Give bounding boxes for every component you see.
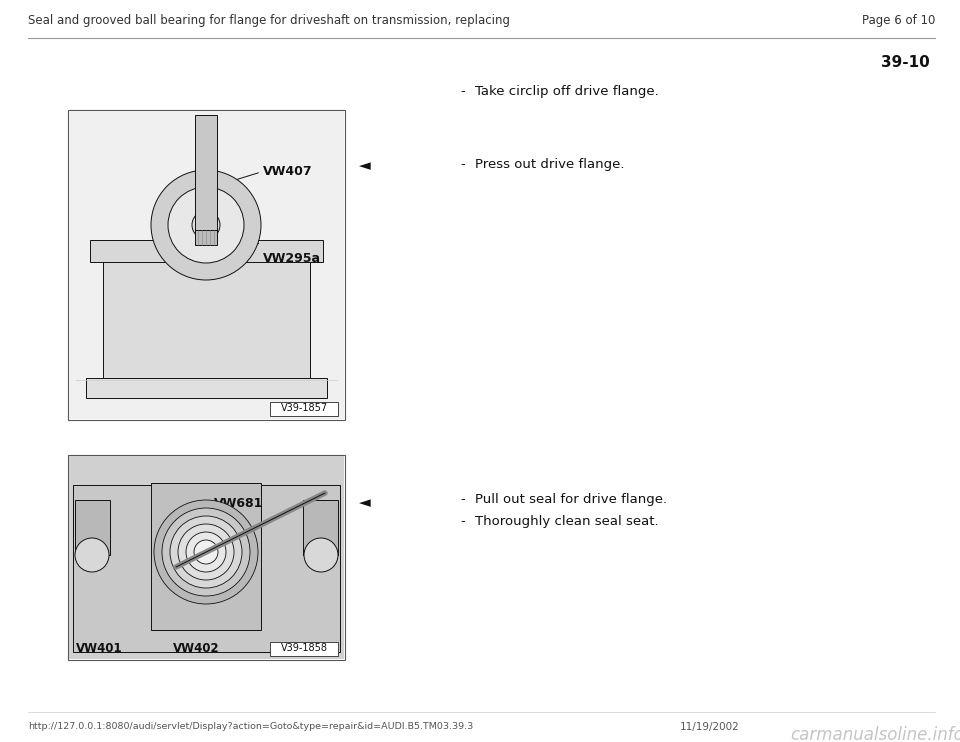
Text: -: - xyxy=(460,515,465,528)
Text: Pull out seal for drive flange.: Pull out seal for drive flange. xyxy=(475,493,667,506)
Text: ◄: ◄ xyxy=(359,495,371,510)
Text: V39-1857: V39-1857 xyxy=(280,403,327,413)
Text: VW401: VW401 xyxy=(76,642,123,655)
Bar xyxy=(69,456,344,659)
Text: VW402: VW402 xyxy=(173,642,220,655)
Circle shape xyxy=(168,187,244,263)
Bar xyxy=(151,483,261,630)
Bar xyxy=(90,240,323,262)
Circle shape xyxy=(178,524,234,580)
Text: 39-10: 39-10 xyxy=(881,55,930,70)
Text: -: - xyxy=(460,493,465,506)
Circle shape xyxy=(304,538,338,572)
Text: Thoroughly clean seal seat.: Thoroughly clean seal seat. xyxy=(475,515,659,528)
Text: carmanualsoline.info: carmanualsoline.info xyxy=(790,726,960,742)
Circle shape xyxy=(186,532,226,572)
Text: V39-1858: V39-1858 xyxy=(280,643,327,653)
Text: 11/19/2002: 11/19/2002 xyxy=(680,722,740,732)
Bar xyxy=(270,642,338,656)
Circle shape xyxy=(154,500,258,604)
Circle shape xyxy=(75,538,109,572)
Bar xyxy=(75,500,110,555)
Bar xyxy=(195,115,217,230)
Text: ◄: ◄ xyxy=(359,158,371,173)
Bar xyxy=(68,455,345,660)
Bar xyxy=(86,378,327,398)
Bar xyxy=(196,213,216,235)
Circle shape xyxy=(192,211,220,239)
Text: Page 6 of 10: Page 6 of 10 xyxy=(862,14,935,27)
Bar xyxy=(73,485,340,652)
Text: http://127.0.0.1:8080/audi/servlet/Display?action=Goto&type=repair&id=AUDI.B5.TM: http://127.0.0.1:8080/audi/servlet/Displ… xyxy=(28,722,473,731)
Bar xyxy=(69,111,344,419)
Bar xyxy=(68,110,345,420)
Bar xyxy=(303,500,338,555)
Circle shape xyxy=(151,170,261,280)
Bar xyxy=(103,245,310,378)
Text: VW681: VW681 xyxy=(214,497,263,510)
Bar xyxy=(201,115,211,208)
Text: Press out drive flange.: Press out drive flange. xyxy=(475,158,625,171)
Circle shape xyxy=(170,516,242,588)
Circle shape xyxy=(162,508,250,596)
Bar xyxy=(270,402,338,416)
Text: -: - xyxy=(460,158,465,171)
Text: VW295a: VW295a xyxy=(263,252,321,265)
Text: Take circlip off drive flange.: Take circlip off drive flange. xyxy=(475,85,659,98)
Text: Seal and grooved ball bearing for flange for driveshaft on transmission, replaci: Seal and grooved ball bearing for flange… xyxy=(28,14,510,27)
Circle shape xyxy=(194,540,218,564)
Text: -: - xyxy=(460,85,465,98)
Text: VW407: VW407 xyxy=(263,165,313,178)
Bar xyxy=(195,230,217,245)
